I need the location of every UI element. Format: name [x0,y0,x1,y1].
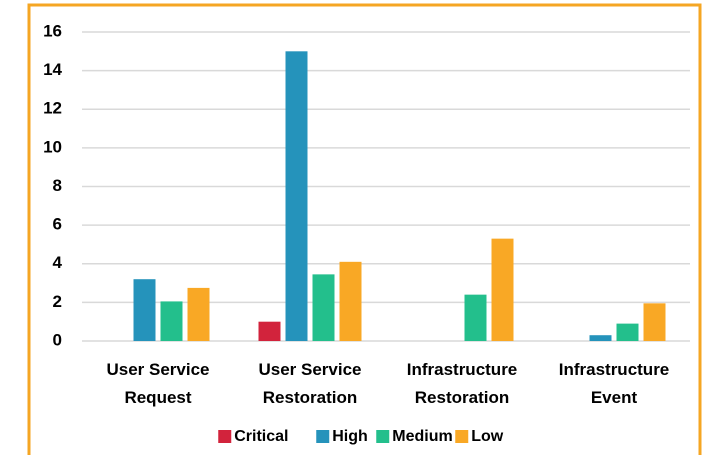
x-tick-label: Infrastructure Restoration [406,360,518,407]
legend-label: High [332,428,368,445]
bar [258,321,281,341]
y-tick-label: 14 [43,60,62,79]
y-tick-label: 10 [43,137,62,156]
bar [187,287,210,341]
legend-label: Medium [392,428,452,445]
y-tick-label: 16 [43,21,62,40]
legend-swatch [455,430,469,443]
y-tick-label: 12 [43,99,62,118]
y-tick-label: 0 [53,330,62,349]
y-tick-label: 8 [53,176,62,195]
bar [133,279,156,341]
bar [491,238,514,341]
x-tick-label: User Service Restoration [258,360,362,407]
legend: Critical High Medium Low [218,428,504,445]
bar [589,335,612,341]
bar [160,301,183,341]
legend-swatch [218,430,232,443]
legend-label: Low [471,428,504,445]
y-tick-label: 6 [53,215,62,234]
bar [616,323,639,341]
y-tick-label: 4 [53,253,63,272]
legend-label: Critical [234,428,288,445]
bar [312,274,335,341]
bar [339,261,362,341]
bar [285,51,308,341]
legend-swatch [316,430,330,443]
frame [27,3,702,460]
x-tick-label: User Service Request [106,360,210,407]
y-tick-label: 2 [53,292,62,311]
x-tick-label: Infrastructure Event [558,360,670,407]
bar [643,303,666,341]
legend-swatch [376,430,390,443]
bar [464,294,487,341]
